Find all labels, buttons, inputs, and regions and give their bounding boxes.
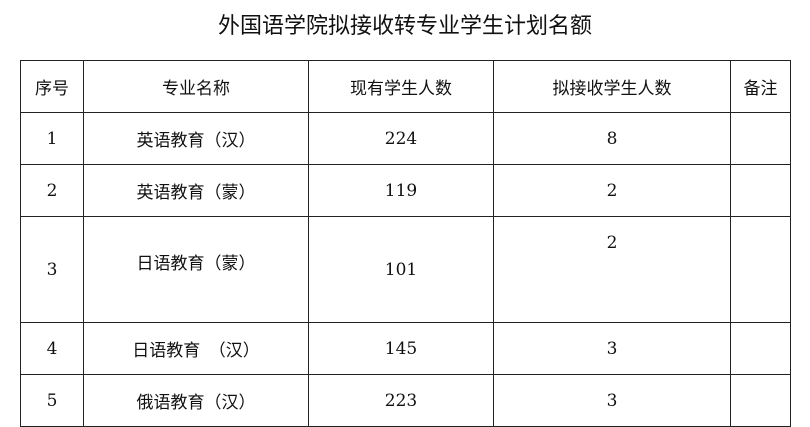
- cell-major: 英语教育（蒙）: [83, 164, 309, 217]
- table-row: 3 日语教育（蒙） 101 2: [20, 216, 791, 323]
- table-row: 4 日语教育 （汉） 145 3: [20, 322, 791, 375]
- cell-planned: 3: [493, 322, 731, 375]
- cell-planned: 2: [493, 216, 731, 323]
- cell-no: 3: [20, 216, 84, 323]
- cell-planned: 3: [493, 374, 731, 427]
- cell-no: 2: [20, 164, 84, 217]
- cell-major: 俄语教育（汉）: [83, 374, 309, 427]
- cell-current: 223: [308, 374, 494, 427]
- quota-table: 序号 专业名称 现有学生人数 拟接收学生人数 备注 1 英语教育（汉） 224 …: [20, 60, 791, 427]
- header-planned: 拟接收学生人数: [493, 60, 731, 113]
- cell-planned: 8: [493, 112, 731, 165]
- header-major: 专业名称: [83, 60, 309, 113]
- cell-major: 日语教育（蒙）: [83, 216, 309, 323]
- cell-note: [730, 216, 791, 323]
- cell-current: 101: [308, 216, 494, 323]
- header-no: 序号: [20, 60, 84, 113]
- header-row: 序号 专业名称 现有学生人数 拟接收学生人数 备注: [20, 60, 791, 113]
- cell-major: 日语教育 （汉）: [83, 322, 309, 375]
- cell-no: 1: [20, 112, 84, 165]
- cell-planned: 2: [493, 164, 731, 217]
- table-row: 1 英语教育（汉） 224 8: [20, 112, 791, 165]
- cell-note: [730, 374, 791, 427]
- cell-note: [730, 112, 791, 165]
- table-row: 5 俄语教育（汉） 223 3: [20, 374, 791, 427]
- cell-note: [730, 322, 791, 375]
- cell-note: [730, 164, 791, 217]
- document-title: 外国语学院拟接收转专业学生计划名额: [217, 14, 592, 39]
- cell-current: 119: [308, 164, 494, 217]
- cell-major: 英语教育（汉）: [83, 112, 309, 165]
- cell-current: 145: [308, 322, 494, 375]
- cell-no: 5: [20, 374, 84, 427]
- header-note: 备注: [730, 60, 791, 113]
- cell-no: 4: [20, 322, 84, 375]
- table-row: 2 英语教育（蒙） 119 2: [20, 164, 791, 217]
- cell-current: 224: [308, 112, 494, 165]
- header-current: 现有学生人数: [308, 60, 494, 113]
